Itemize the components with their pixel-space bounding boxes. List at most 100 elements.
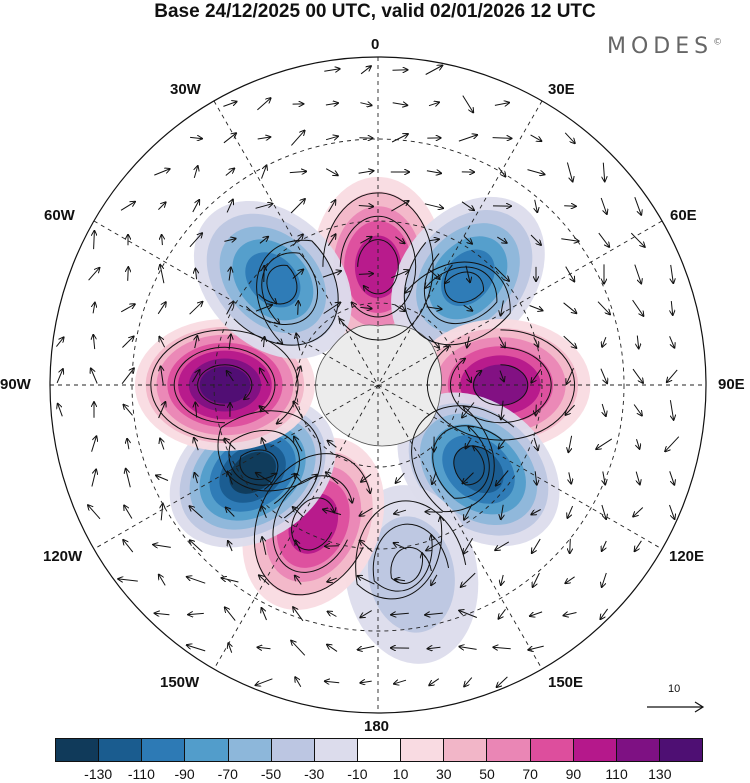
wind-arrow <box>501 504 503 519</box>
wind-arrow <box>461 201 474 210</box>
wind-arrow <box>192 200 199 213</box>
wind-arrow <box>602 403 606 416</box>
colorbar-bin-8 <box>401 739 445 761</box>
wind-arrow <box>425 613 443 615</box>
wind-arrow <box>195 336 198 349</box>
colorbar-tick-label: -50 <box>260 766 282 782</box>
wind-arrow <box>262 537 267 555</box>
wind-arrow <box>154 169 169 176</box>
wind-arrow <box>493 647 511 649</box>
wind-arrow <box>224 239 235 242</box>
wind-arrow <box>195 269 196 280</box>
wind-arrow <box>633 404 642 416</box>
wind-arrow <box>194 438 199 451</box>
wind-arrow <box>187 577 206 584</box>
wind-arrow <box>635 540 642 551</box>
wind-arrow <box>669 471 675 484</box>
wind-arrow <box>228 643 231 653</box>
wind-arrow <box>157 302 166 315</box>
colorbar-tick-label: 10 <box>392 766 409 782</box>
wind-arrow <box>600 197 607 214</box>
wind-arrow <box>391 613 409 615</box>
colorbar-bin-7 <box>357 739 402 761</box>
wind-arrow <box>190 540 203 553</box>
lon-label-60w: 60W <box>44 207 75 224</box>
colorbar-tick-label: -110 <box>127 766 155 782</box>
lon-label-90w: 90W <box>0 376 31 393</box>
wind-arrow <box>226 508 235 517</box>
wind-arrow <box>602 337 606 347</box>
wind-arrow <box>360 307 371 308</box>
wind-arrow <box>88 268 100 281</box>
wind-arrow <box>262 608 267 621</box>
lon-label-30w: 30W <box>170 81 201 98</box>
wind-arrow <box>158 202 165 210</box>
colorbar-tick-label: -90 <box>174 766 195 782</box>
streamline-loops <box>378 242 511 346</box>
wind-arrow <box>466 439 471 449</box>
wind-arrow <box>358 576 375 585</box>
wind-arrow <box>358 206 373 207</box>
wind-arrow <box>535 199 538 212</box>
wind-arrow <box>291 131 304 146</box>
wind-arrow <box>492 138 512 139</box>
wind-arrow <box>360 540 373 552</box>
wind-arrow <box>665 436 680 452</box>
wind-arrow <box>534 437 538 450</box>
wind-arrow <box>360 681 372 683</box>
lon-label-120e: 120E <box>669 548 705 565</box>
colorbar-bin-12 <box>573 739 617 761</box>
wind-arrow <box>296 334 301 351</box>
reference-vector-arrow <box>647 701 705 713</box>
wind-arrow <box>494 266 509 281</box>
wind-arrow <box>432 471 437 484</box>
wind-arrow <box>327 645 338 652</box>
wind-arrow <box>225 169 234 176</box>
wind-arrow <box>190 137 202 138</box>
wind-arrow <box>395 579 406 580</box>
wind-arrow <box>161 366 164 386</box>
wind-arrow <box>497 676 508 687</box>
wind-arrow <box>56 369 63 384</box>
wind-arrow <box>225 607 236 621</box>
streamline-loops <box>426 329 575 441</box>
wind-arrow <box>535 471 537 484</box>
wind-arrow <box>632 368 643 383</box>
wind-arrow <box>530 611 543 616</box>
lon-label-150w: 150W <box>160 674 200 691</box>
wind-arrow <box>530 134 542 141</box>
wind-arrow <box>159 337 166 348</box>
wind-arrow <box>428 102 439 105</box>
wind-arrow <box>602 572 607 587</box>
map-title: Base 24/12/2025 00 UTC, valid 02/01/2026… <box>154 1 596 22</box>
wind-arrow <box>501 574 503 585</box>
wind-arrow <box>294 437 303 452</box>
wind-arrow <box>256 678 273 685</box>
wind-arrow <box>325 136 338 139</box>
colorbar-tick-label: 50 <box>479 766 495 782</box>
wind-arrow <box>327 234 335 246</box>
positive-center-90w <box>134 319 315 451</box>
wind-arrow <box>603 162 604 182</box>
wind-arrow <box>259 575 270 586</box>
wind-arrow <box>394 304 405 311</box>
wind-arrow <box>227 371 234 382</box>
wind-arrow <box>223 133 236 144</box>
wind-arrow <box>124 405 133 416</box>
wind-arrow <box>426 171 441 174</box>
wind-arrow <box>501 300 504 316</box>
wind-arrow <box>328 612 337 617</box>
wind-arrow <box>459 611 477 618</box>
streamline-loops <box>233 239 339 346</box>
wind-arrow <box>258 647 271 648</box>
wind-arrow <box>326 472 339 485</box>
wind-arrow <box>358 646 375 649</box>
wind-arrow <box>392 103 408 106</box>
wind-arrow <box>630 232 644 247</box>
modes-logo: MODES© <box>607 34 722 59</box>
wind-arrow <box>533 572 540 587</box>
wind-arrow <box>465 265 470 282</box>
wind-arrow <box>391 270 408 279</box>
wind-arrow <box>531 509 541 515</box>
wind-arrow <box>292 270 303 279</box>
